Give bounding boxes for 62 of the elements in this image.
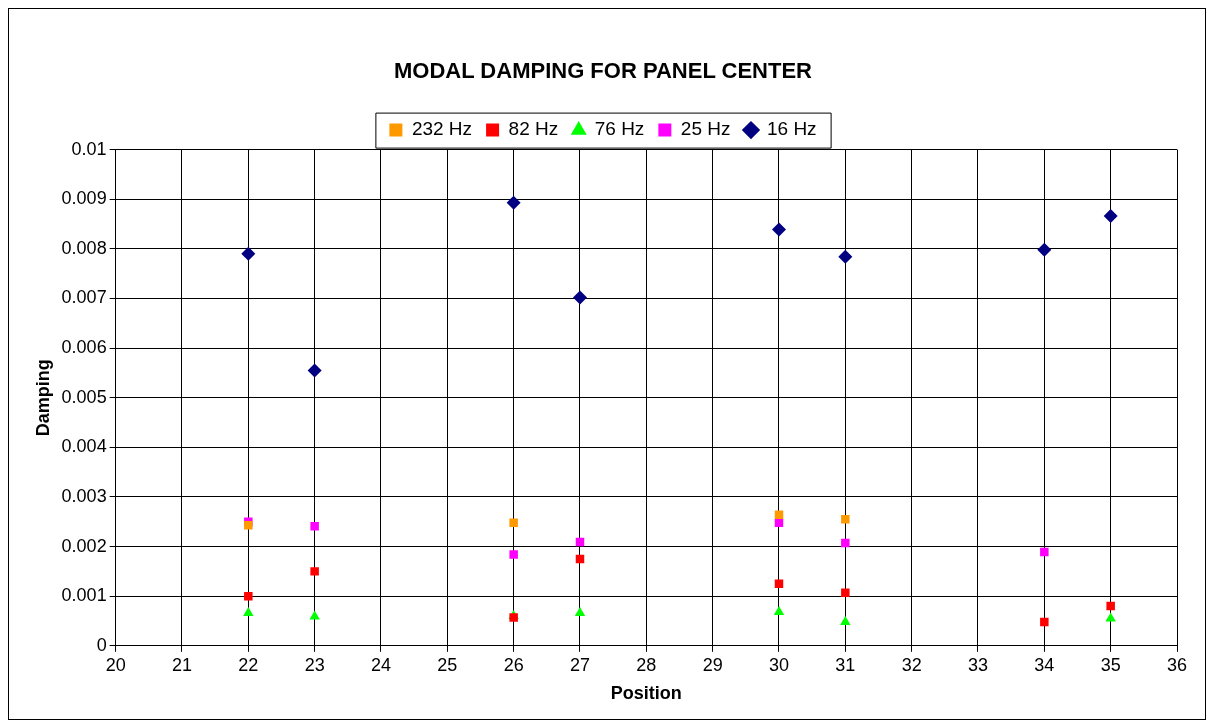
- y-tick-label: 0.004: [61, 436, 107, 457]
- point: [838, 249, 853, 264]
- point: [841, 588, 850, 597]
- point: [244, 520, 253, 530]
- point: [244, 591, 253, 601]
- x-tick-label: 21: [171, 654, 192, 675]
- y-tick-label: 0.006: [61, 337, 107, 358]
- y-axis-title: Damping: [32, 359, 53, 437]
- y-tick-label: 0: [96, 634, 107, 655]
- x-tick-label: 23: [304, 654, 325, 675]
- y-tick-label: 0.001: [61, 585, 107, 606]
- x-tick-label: 32: [901, 654, 922, 675]
- point: [509, 518, 518, 527]
- point: [1040, 547, 1049, 557]
- x-tick-label: 28: [636, 654, 657, 675]
- point: [309, 610, 320, 620]
- point: [771, 222, 786, 237]
- point: [310, 567, 319, 576]
- x-tick-label: 33: [967, 654, 989, 675]
- point: [841, 538, 850, 548]
- point: [243, 607, 254, 617]
- point: [572, 290, 587, 305]
- x-tick-label: 25: [437, 654, 458, 675]
- x-tick-label: 31: [835, 654, 856, 675]
- y-tick-label: 0.008: [61, 237, 107, 258]
- point: [1106, 601, 1115, 611]
- legend-label: 232 Hz: [411, 118, 473, 140]
- y-tick-label: 0.005: [61, 386, 107, 407]
- x-axis-title: Position: [610, 683, 682, 704]
- x-tick-label: 34: [1034, 654, 1055, 675]
- legend-label: 16 Hz: [766, 118, 817, 140]
- point: [841, 515, 850, 524]
- point: [773, 606, 785, 616]
- legend-label: 25 Hz: [680, 118, 731, 140]
- legend-label: 76 Hz: [594, 118, 645, 140]
- point: [241, 246, 256, 261]
- legend-label: 82 Hz: [508, 118, 559, 140]
- point: [840, 615, 851, 625]
- x-tick-label: 29: [702, 654, 723, 675]
- point: [506, 195, 521, 210]
- y-tick-label: 0.009: [61, 188, 107, 209]
- point: [574, 607, 586, 617]
- point: [310, 521, 319, 531]
- x-tick-label: 22: [238, 654, 259, 675]
- point: [509, 550, 518, 559]
- x-tick-label: 35: [1100, 654, 1121, 675]
- x-tick-label: 36: [1166, 654, 1188, 675]
- x-tick-label: 20: [105, 654, 126, 675]
- point: [1037, 242, 1052, 257]
- point: [1040, 617, 1049, 627]
- x-tick-label: 24: [370, 654, 391, 675]
- point: [1105, 612, 1116, 622]
- point: [1103, 209, 1118, 224]
- y-tick-label: 0.007: [61, 287, 107, 308]
- x-tick-label: 27: [569, 654, 590, 675]
- x-tick-label: 26: [503, 654, 524, 675]
- y-tick-label: 0.003: [61, 485, 107, 506]
- point: [307, 363, 322, 378]
- x-tick-label: 30: [768, 654, 790, 675]
- y-tick-label: 0.002: [61, 535, 107, 556]
- y-tick-label: 0.01: [71, 138, 107, 159]
- chart-title: MODAL DAMPING FOR PANEL CENTER: [393, 58, 813, 84]
